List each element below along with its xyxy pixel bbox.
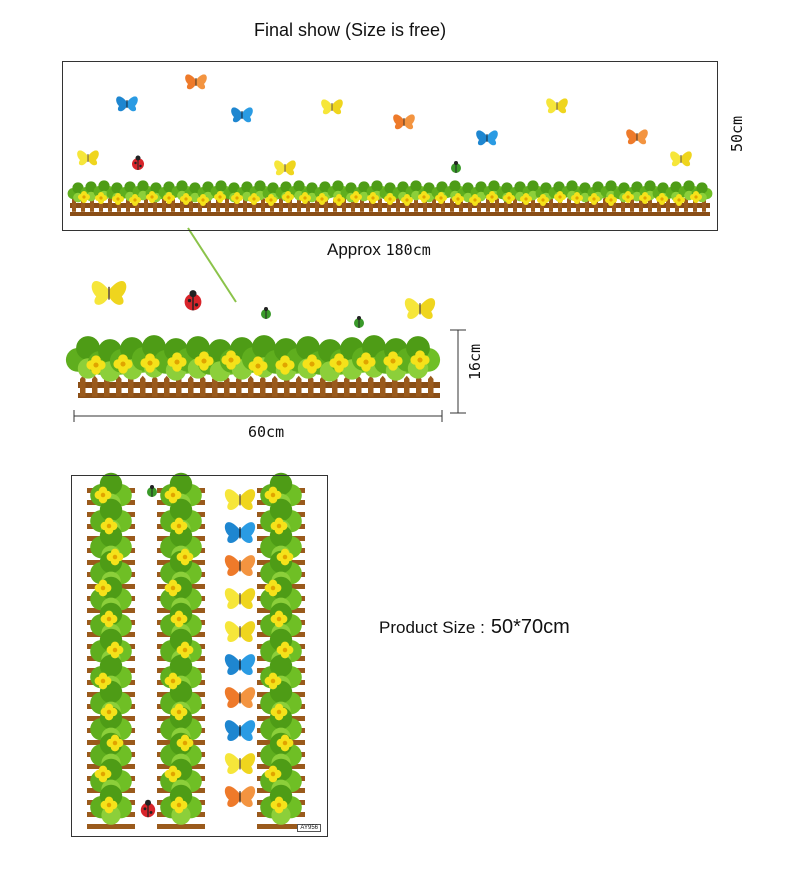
- height-large-label: 50cm: [728, 115, 746, 152]
- detail-foliage: [65, 335, 441, 382]
- ladybug-icon: [183, 289, 203, 312]
- approx-width-label: Approx 180cm: [327, 240, 431, 260]
- product-sheet-frame: AY956: [71, 475, 328, 837]
- product-size-prefix: Product Size :: [379, 618, 485, 637]
- product-sheet-art: [87, 472, 305, 829]
- final-show-frame: [62, 61, 718, 231]
- pointer-line: [187, 227, 237, 303]
- ladybug-icon: [353, 315, 365, 329]
- ladybug-icon: [260, 306, 272, 320]
- product-size-value: 50*70cm: [490, 616, 570, 638]
- approx-value: 180cm: [385, 241, 431, 259]
- detail-critters: [90, 280, 436, 329]
- height-small-label: 16cm: [466, 343, 484, 380]
- sheet-code: AY956: [297, 824, 321, 832]
- detail-fence: [78, 382, 440, 398]
- product-size-label: Product Size : 50*70cm: [379, 616, 570, 639]
- approx-prefix: Approx: [327, 240, 381, 259]
- butterfly-icon: [404, 297, 436, 320]
- width-small-label: 60cm: [248, 423, 285, 441]
- butterfly-icon: [90, 280, 128, 306]
- final-show-title: Final show (Size is free): [254, 20, 447, 40]
- dimension-lines: [73, 329, 466, 422]
